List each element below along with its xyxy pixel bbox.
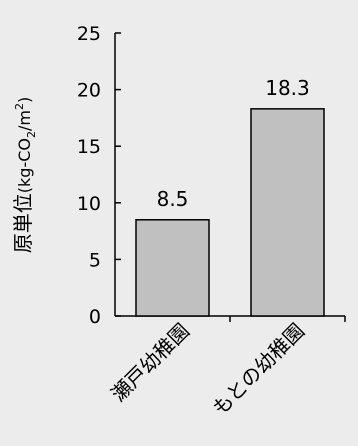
ylabel-sub: 2 (25, 131, 38, 138)
y-axis-title-text: 原単位(kg-CO2/m2) (11, 97, 38, 253)
ylabel-unit2: /m (15, 110, 34, 131)
y-tick-label: 25 (77, 23, 101, 45)
y-tick-label: 10 (77, 193, 101, 215)
bar (135, 219, 210, 317)
y-axis-title: 原単位(kg-CO2/m2) (11, 97, 38, 253)
ylabel-sup: 2 (13, 103, 26, 110)
ylabel-close: ) (15, 97, 34, 103)
ylabel-main: 原単位 (11, 193, 35, 253)
y-tick-label: 0 (89, 306, 101, 328)
bar (250, 108, 325, 317)
y-tick-label: 5 (89, 249, 101, 271)
data-label: 18.3 (265, 76, 310, 100)
ylabel-unit: (kg-CO (15, 138, 34, 193)
data-label: 8.5 (157, 187, 189, 211)
y-tick-label: 20 (77, 80, 101, 102)
y-tick-label: 15 (77, 136, 101, 158)
